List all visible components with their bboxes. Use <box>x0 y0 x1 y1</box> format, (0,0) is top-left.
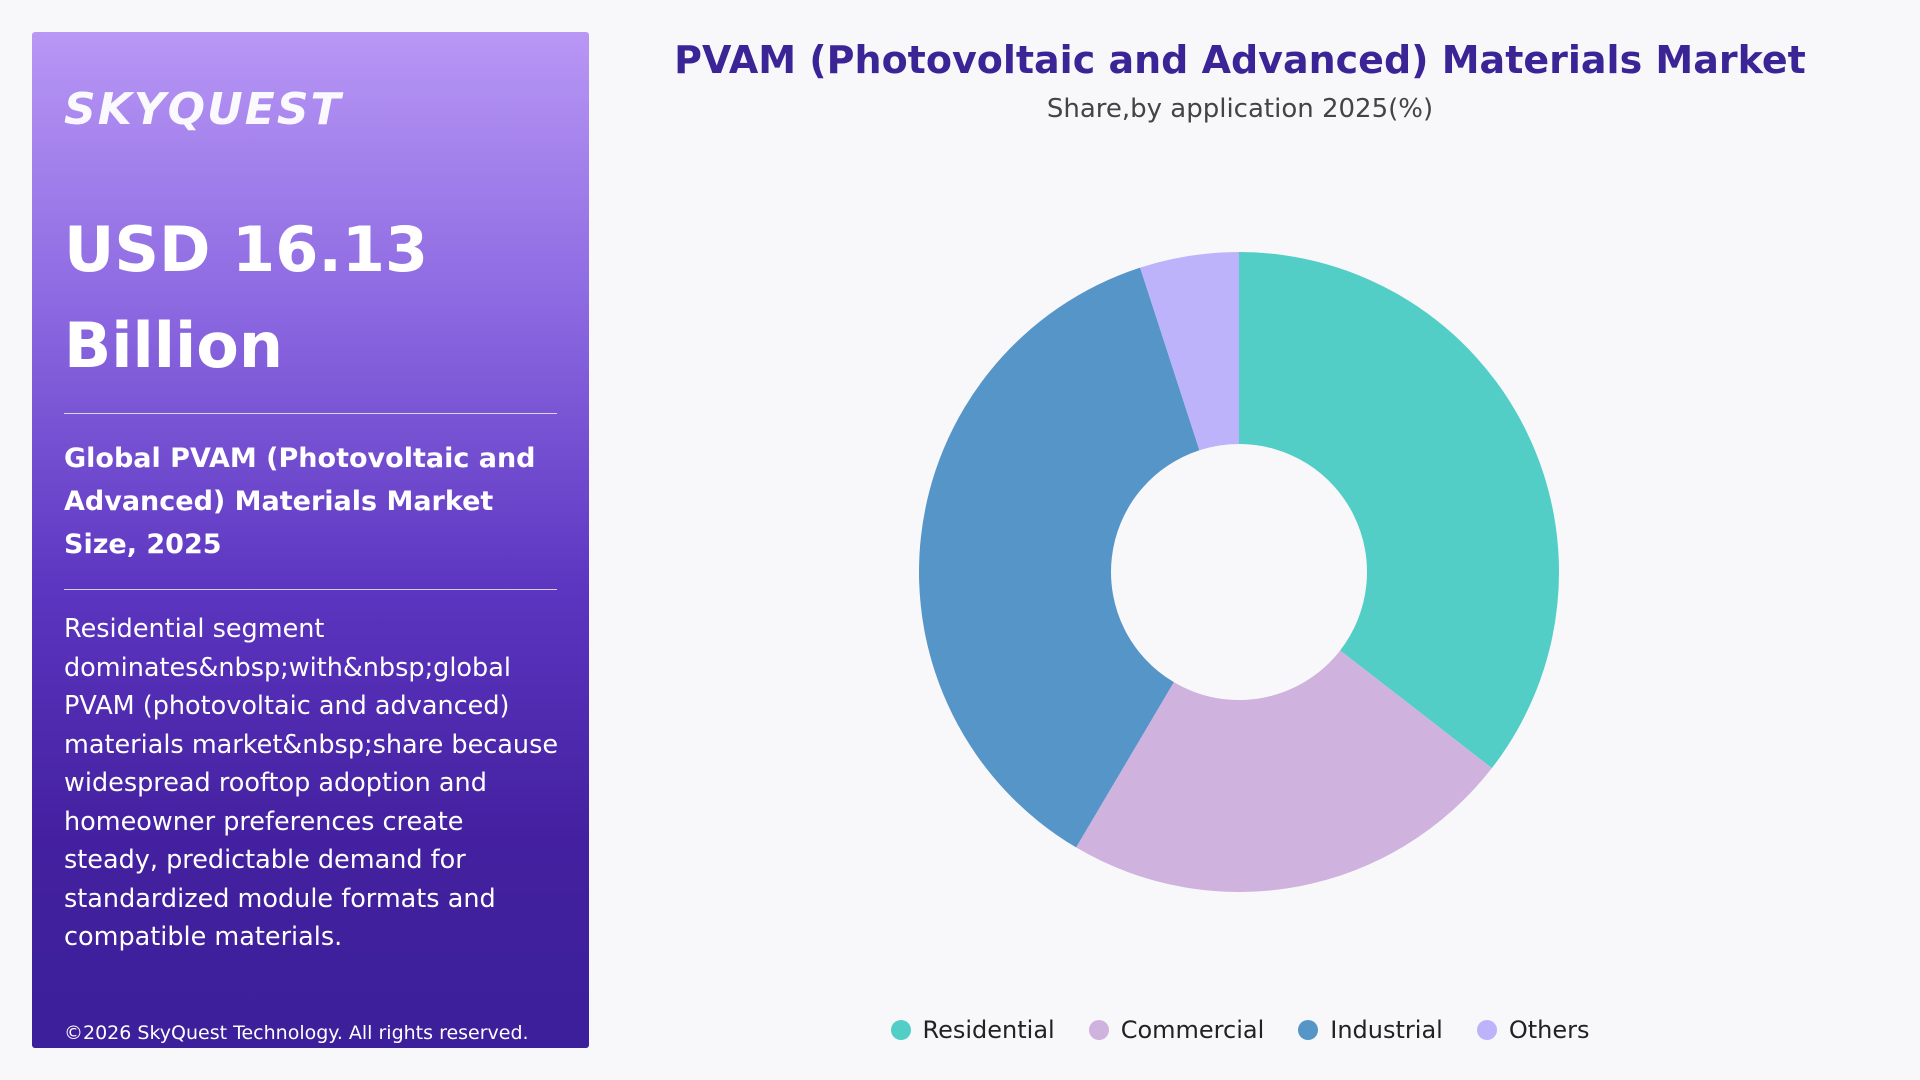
legend-swatch <box>1088 1020 1109 1040</box>
legend-item-commercial[interactable]: Commercial <box>1088 1016 1265 1044</box>
summary-panel: SKYQUEST USD 16.13 Billion Global PVAM (… <box>32 32 589 1048</box>
chart-subtitle: Share,by application 2025(%) <box>1046 94 1434 124</box>
slice-residential[interactable] <box>1239 252 1559 769</box>
chart-title: PVAM (Photovoltaic and Advanced) Materia… <box>674 38 1806 82</box>
legend-swatch <box>1298 1020 1319 1040</box>
chart-legend: Residential Commercial Industrial Others <box>640 1016 1840 1044</box>
legend-label: Industrial <box>1330 1016 1443 1044</box>
legend-swatch <box>1476 1020 1497 1040</box>
slice-others[interactable] <box>1140 252 1239 451</box>
legend-item-industrial[interactable]: Industrial <box>1298 1016 1443 1044</box>
skyquest-logo: SKYQUEST <box>64 84 343 135</box>
market-value: USD 16.13 Billion <box>64 213 429 382</box>
legend-swatch <box>890 1020 911 1040</box>
legend-label: Commercial <box>1120 1016 1265 1044</box>
slice-commercial[interactable] <box>1076 650 1492 892</box>
market-size-label: Global PVAM (Photovoltaic and Advanced) … <box>64 443 536 560</box>
divider <box>64 589 557 590</box>
donut-chart <box>919 252 1559 892</box>
legend-item-others[interactable]: Others <box>1476 1016 1590 1044</box>
legend-label: Others <box>1508 1016 1590 1044</box>
slice-industrial[interactable] <box>919 267 1200 848</box>
segment-description: Residential segment dominates&nbsp;with&… <box>64 614 559 952</box>
legend-label: Residential <box>922 1016 1055 1044</box>
divider <box>64 413 557 414</box>
copyright-text: ©2026 SkyQuest Technology. All rights re… <box>64 1022 529 1044</box>
legend-item-residential[interactable]: Residential <box>890 1016 1055 1044</box>
